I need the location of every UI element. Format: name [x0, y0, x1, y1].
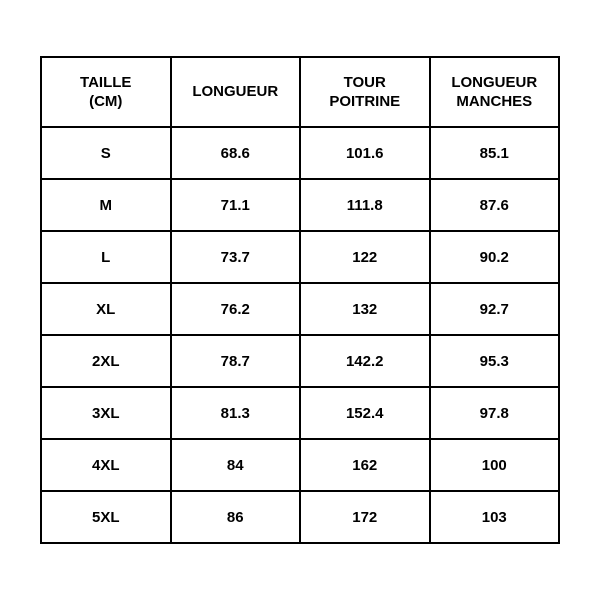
- cell-chest: 132: [300, 283, 430, 335]
- cell-sleeve: 85.1: [430, 127, 560, 179]
- cell-length: 84: [171, 439, 301, 491]
- cell-sleeve: 92.7: [430, 283, 560, 335]
- header-longueur: LONGUEUR: [171, 57, 301, 127]
- cell-sleeve: 90.2: [430, 231, 560, 283]
- cell-sleeve: 87.6: [430, 179, 560, 231]
- cell-length: 86: [171, 491, 301, 543]
- header-taille: TAILLE(CM): [41, 57, 171, 127]
- cell-size: XL: [41, 283, 171, 335]
- cell-sleeve: 103: [430, 491, 560, 543]
- table-row: 5XL 86 172 103: [41, 491, 559, 543]
- cell-size: M: [41, 179, 171, 231]
- cell-chest: 152.4: [300, 387, 430, 439]
- table-row: 3XL 81.3 152.4 97.8: [41, 387, 559, 439]
- header-tour-poitrine: TOURPOITRINE: [300, 57, 430, 127]
- table-row: S 68.6 101.6 85.1: [41, 127, 559, 179]
- table-header-row: TAILLE(CM) LONGUEUR TOURPOITRINE LONGUEU…: [41, 57, 559, 127]
- size-chart-table: TAILLE(CM) LONGUEUR TOURPOITRINE LONGUEU…: [40, 56, 560, 544]
- cell-chest: 122: [300, 231, 430, 283]
- cell-length: 81.3: [171, 387, 301, 439]
- header-longueur-manches: LONGUEURMANCHES: [430, 57, 560, 127]
- cell-length: 76.2: [171, 283, 301, 335]
- cell-chest: 111.8: [300, 179, 430, 231]
- table-row: M 71.1 111.8 87.6: [41, 179, 559, 231]
- cell-size: 2XL: [41, 335, 171, 387]
- cell-length: 78.7: [171, 335, 301, 387]
- table-header: TAILLE(CM) LONGUEUR TOURPOITRINE LONGUEU…: [41, 57, 559, 127]
- cell-chest: 162: [300, 439, 430, 491]
- table-row: 4XL 84 162 100: [41, 439, 559, 491]
- cell-length: 71.1: [171, 179, 301, 231]
- cell-size: 3XL: [41, 387, 171, 439]
- cell-size: L: [41, 231, 171, 283]
- cell-sleeve: 97.8: [430, 387, 560, 439]
- cell-chest: 142.2: [300, 335, 430, 387]
- cell-size: 4XL: [41, 439, 171, 491]
- cell-chest: 101.6: [300, 127, 430, 179]
- table-row: 2XL 78.7 142.2 95.3: [41, 335, 559, 387]
- cell-sleeve: 100: [430, 439, 560, 491]
- cell-sleeve: 95.3: [430, 335, 560, 387]
- cell-size: S: [41, 127, 171, 179]
- table-row: L 73.7 122 90.2: [41, 231, 559, 283]
- cell-length: 73.7: [171, 231, 301, 283]
- table-row: XL 76.2 132 92.7: [41, 283, 559, 335]
- table-body: S 68.6 101.6 85.1 M 71.1 111.8 87.6 L 73…: [41, 127, 559, 543]
- cell-chest: 172: [300, 491, 430, 543]
- cell-length: 68.6: [171, 127, 301, 179]
- cell-size: 5XL: [41, 491, 171, 543]
